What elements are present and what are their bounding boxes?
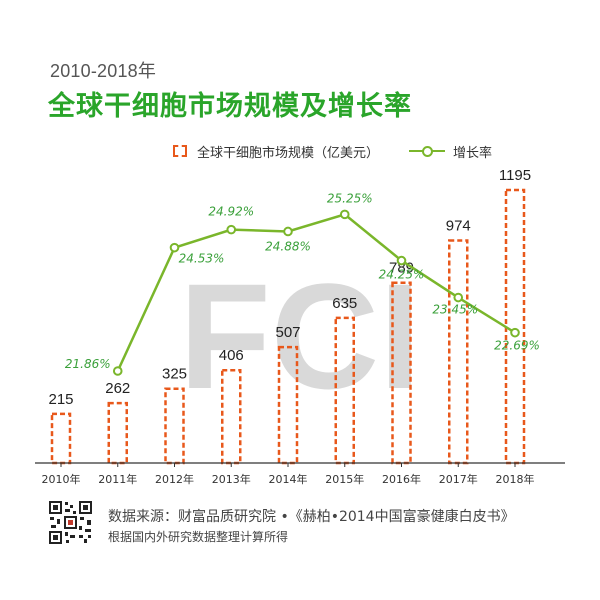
x-tick-label: 2010年 (42, 472, 81, 486)
watermark-text: FCI (179, 252, 421, 420)
x-tick-label: 2017年 (439, 472, 478, 486)
footer: 数据来源：财富品质研究院 •《赫柏•2014中国富豪健康白皮书》 根据国内外研究… (48, 500, 588, 550)
growth-point (169, 242, 180, 253)
growth-point (510, 327, 520, 338)
growth-value-label: 22.69% (494, 339, 540, 353)
bar-2013年 (221, 368, 242, 465)
bar-2010年 (50, 412, 72, 465)
chart-subtitle: 2010-2018年 (50, 61, 157, 81)
bar-value-label: 262 (105, 380, 130, 397)
bar-2014年 (277, 345, 299, 465)
x-tick-label: 2013年 (212, 472, 251, 486)
data-source-text: 数据来源：财富品质研究院 •《赫柏•2014中国富豪健康白皮书》 (108, 509, 515, 525)
x-tick-label: 2011年 (98, 472, 137, 486)
bar-value-label: 1195 (499, 167, 531, 184)
bar-value-label: 507 (275, 324, 300, 341)
bar-2016年 (391, 281, 412, 465)
chart-legend: 全球干细胞市场规模（亿美元） 增长率 (173, 141, 522, 161)
growth-point (226, 224, 237, 235)
growth-point (396, 255, 407, 266)
growth-value-label: 24.53% (179, 252, 225, 266)
bar-value-label: 215 (48, 391, 73, 408)
x-tick-label: 2016年 (382, 472, 421, 486)
chart-title: 全球干细胞市场规模及增长率 (48, 91, 412, 122)
legend-item-market-size: 全球干细胞市场规模（亿美元） (173, 142, 379, 161)
qr-code-icon (48, 500, 93, 545)
growth-point (453, 292, 464, 303)
legend-line-swatch (409, 145, 446, 157)
x-tick-label: 2018年 (496, 472, 535, 486)
legend-item-growth-rate: 增长率 (409, 142, 492, 161)
legend-bar-swatch (173, 145, 187, 157)
legend-bar-label: 全球干细胞市场规模（亿美元） (197, 145, 380, 161)
growth-value-label: 25.25% (327, 191, 373, 205)
growth-value-label: 21.86% (65, 357, 111, 371)
bar-2012年 (164, 387, 185, 465)
growth-value-label: 24.92% (208, 205, 254, 219)
bar-2018年 (504, 188, 526, 465)
growth-value-label: 24.25% (379, 268, 425, 282)
x-tick-label: 2014年 (269, 472, 308, 486)
bar-value-label: 325 (162, 366, 187, 383)
bar-value-label: 635 (332, 295, 357, 312)
growth-value-label: 24.88% (265, 239, 311, 253)
growth-point (283, 226, 293, 237)
legend-line-label: 增长率 (453, 145, 493, 161)
growth-rate-line (116, 212, 516, 372)
x-tick-label: 2012年 (155, 472, 194, 486)
growth-point (112, 366, 123, 376)
bar-2011年 (107, 401, 128, 465)
data-source-note: 根据国内外研究数据整理计算所得 (108, 530, 289, 544)
growth-value-label: 23.45% (432, 303, 478, 317)
bar-2017年 (448, 239, 469, 465)
bar-value-label: 974 (446, 217, 471, 234)
growth-point (339, 209, 350, 220)
x-tick-label: 2015年 (325, 472, 364, 486)
bar-value-label: 406 (219, 347, 244, 364)
